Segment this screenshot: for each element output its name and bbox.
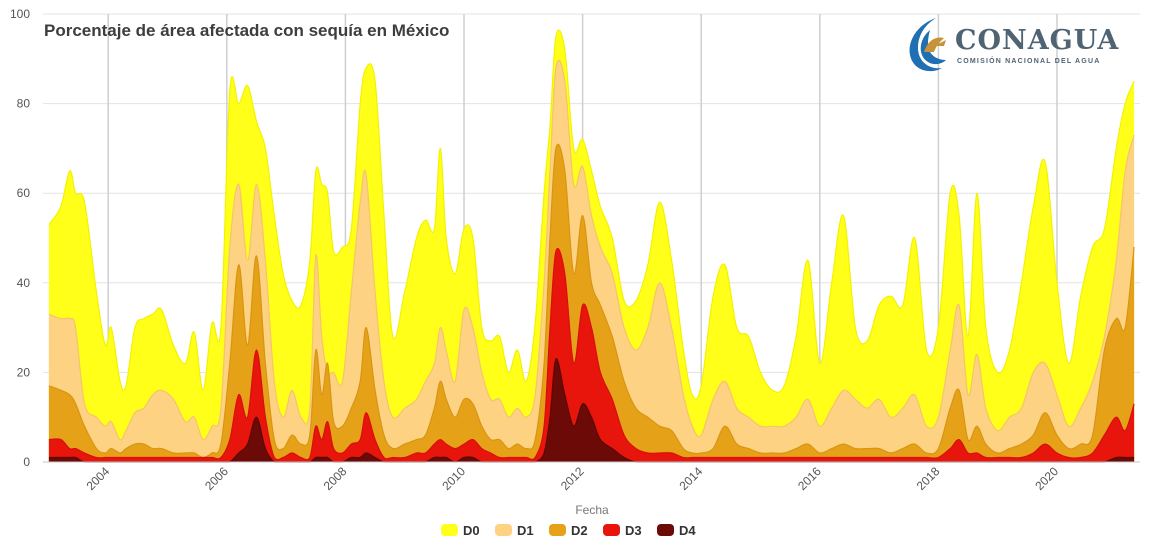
area-d3 [48, 248, 1135, 462]
legend-swatch-d4[interactable] [657, 524, 674, 536]
x-tick-label: 2008 [321, 464, 350, 493]
conagua-emblem-icon [909, 18, 946, 72]
x-tick-label: 2004 [84, 464, 113, 493]
legend: D0 D1 D2 D3 D4 [441, 523, 696, 538]
conagua-logo: CONAGUA COMISIÓN NACIONAL DEL AGUA [909, 18, 1119, 72]
x-tick-label: 2006 [202, 464, 231, 493]
y-tick-labels: 0 20 40 60 80 100 [10, 7, 30, 469]
line-d2 [48, 143, 1135, 459]
logo-name: CONAGUA [955, 25, 1119, 56]
line-d1 [48, 59, 1135, 441]
area-d1 [48, 60, 1135, 463]
legend-label-d0[interactable]: D0 [463, 523, 480, 538]
x-tick-label: 2010 [439, 464, 468, 493]
x-tick-label: 2018 [914, 464, 943, 493]
y-tick-label: 60 [17, 186, 31, 200]
legend-label-d2[interactable]: D2 [571, 523, 588, 538]
line-d3 [48, 247, 1135, 461]
y-tick-label: 0 [23, 455, 30, 469]
legend-swatch-d1[interactable] [495, 524, 512, 536]
legend-swatch-d3[interactable] [603, 524, 620, 536]
area-d4 [48, 358, 1135, 462]
legend-label-d4[interactable]: D4 [679, 523, 696, 538]
x-tick-labels: 2004 2006 2008 2010 2012 2014 2016 2018 2020 [84, 464, 1062, 493]
legend-label-d1[interactable]: D1 [517, 523, 534, 538]
x-tick-label: 2016 [795, 464, 824, 493]
line-d0 [48, 29, 1135, 400]
area-d2 [48, 144, 1135, 462]
y-tick-label: 20 [17, 365, 31, 379]
y-tick-label: 40 [17, 276, 31, 290]
x-tick-label: 2014 [677, 464, 706, 493]
y-tick-label: 80 [17, 97, 31, 111]
legend-swatch-d2[interactable] [549, 524, 566, 536]
legend-swatch-d0[interactable] [441, 524, 458, 536]
area-series [48, 29, 1135, 463]
x-tick-label: 2012 [558, 464, 587, 493]
x-axis-label: Fecha [575, 503, 609, 517]
logo-subtitle: COMISIÓN NACIONAL DEL AGUA [957, 56, 1100, 65]
legend-label-d3[interactable]: D3 [625, 523, 642, 538]
x-tick-label: 2020 [1032, 464, 1061, 493]
y-tick-label: 100 [10, 7, 30, 21]
chart-title: Porcentaje de área afectada con sequía e… [44, 21, 449, 40]
